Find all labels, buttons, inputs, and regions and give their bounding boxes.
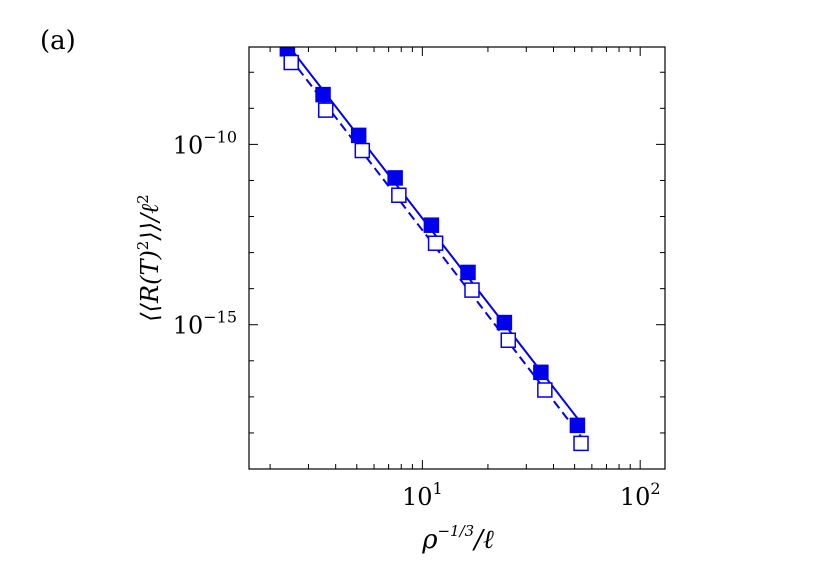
series-2-point [500,332,517,348]
x-axis-label: ρ−1/3/ℓ [421,522,494,555]
series-2-point [464,282,480,298]
series-1-point [496,314,513,331]
series-2-point [283,54,299,71]
x-tick-label: 101 [402,479,443,511]
axis-ticks: 101 102 10−10 10−15 [173,47,665,511]
y-axis-label: ⟨⟨R(T)2⟩⟩/ℓ2 [134,194,164,321]
series-2-point [537,382,553,398]
x-tick-label: 102 [620,479,661,511]
series-1-point [315,86,331,103]
series-2-point [354,142,371,159]
series-2-point [573,435,589,452]
panel-label: (a) [40,26,76,56]
series-1-point [279,47,296,57]
series-2-point [317,102,334,118]
series-2-point [427,235,444,251]
series-1-point [387,170,403,186]
series-2-point [391,187,407,203]
series-1-point [350,127,367,144]
series-1-point [533,364,549,381]
y-tick-label: 10−10 [173,127,237,159]
y-tick-label: 10−15 [173,308,237,340]
plot-marks [279,47,589,452]
plot-frame [248,46,666,470]
series-1-point [423,217,440,233]
series-1-point [460,264,476,281]
